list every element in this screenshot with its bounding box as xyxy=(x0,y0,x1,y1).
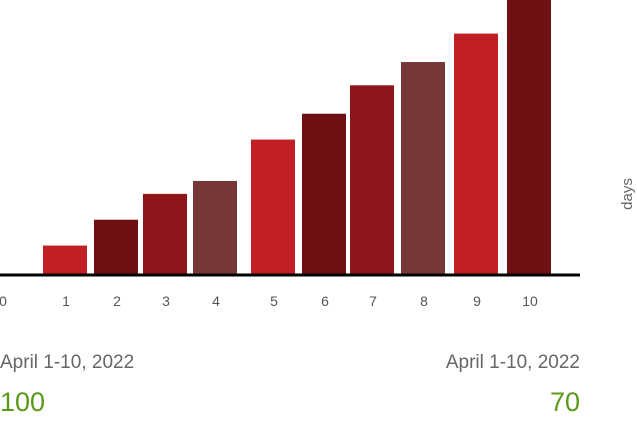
bar-4 xyxy=(193,180,237,274)
x-tick-4: 4 xyxy=(212,293,220,309)
x-tick-2: 2 xyxy=(113,293,121,309)
bar-6 xyxy=(302,113,346,275)
x-tick-1: 1 xyxy=(62,293,70,309)
x-tick-labels: 0 1 2 3 4 5 6 7 8 9 10 xyxy=(0,293,538,309)
bar-chart: 0 1 2 3 4 5 6 7 8 9 10 days xyxy=(0,0,636,309)
x-tick-10: 10 xyxy=(522,293,538,309)
bar-8 xyxy=(401,62,445,274)
x-tick-6: 6 xyxy=(321,293,329,309)
stat-left: April 1-10, 2022 100 xyxy=(0,352,134,418)
stat-value-left: 100 xyxy=(0,387,46,417)
bar-3 xyxy=(143,193,187,274)
x-tick-3: 3 xyxy=(162,293,170,309)
bar-10 xyxy=(507,0,551,274)
bar-1 xyxy=(43,245,87,274)
bar-2 xyxy=(94,219,138,274)
stat-value-right: 70 xyxy=(549,387,580,417)
x-tick-8: 8 xyxy=(420,293,428,309)
x-tick-0: 0 xyxy=(0,293,7,309)
stat-date-right: April 1-10, 2022 xyxy=(445,352,580,373)
x-tick-9: 9 xyxy=(473,293,481,309)
x-tick-7: 7 xyxy=(369,293,377,309)
x-tick-5: 5 xyxy=(270,293,278,309)
stat-date-left: April 1-10, 2022 xyxy=(0,352,135,373)
bar-5 xyxy=(251,139,295,274)
bar-9 xyxy=(454,33,498,274)
y-axis-label: days xyxy=(619,178,636,210)
bars-group xyxy=(43,0,551,275)
bar-7 xyxy=(350,85,394,275)
stat-right: April 1-10, 2022 70 xyxy=(446,352,580,418)
